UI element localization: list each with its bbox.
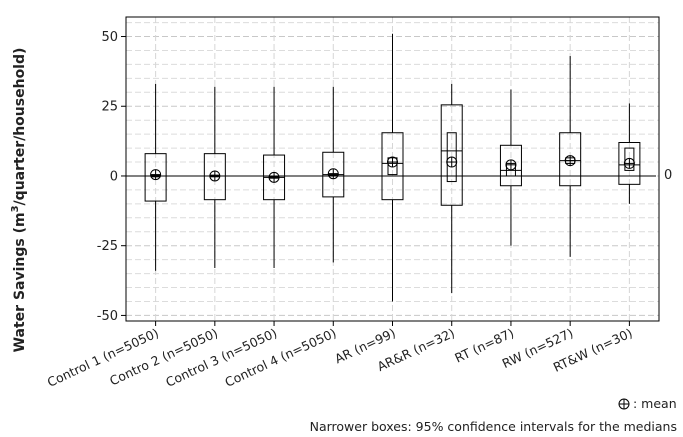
y-tick-label: 0	[110, 169, 118, 184]
median-ci-box	[446, 132, 457, 183]
box-6	[499, 89, 522, 246]
y-tick-label: -50	[97, 309, 118, 324]
y-axis-title-main: Water Savings (m	[12, 212, 28, 352]
iqr-box	[499, 144, 522, 187]
median-ci-box	[624, 147, 635, 171]
reference-line-label: 0	[664, 168, 672, 183]
y-axis-title-superscript: 3	[10, 205, 21, 212]
x-tick-label: Control 4 (n=5050)	[223, 325, 339, 390]
y-tick-label: -25	[97, 239, 118, 254]
mean-legend: : mean	[618, 396, 677, 411]
y-axis-title-rest: /quarter/household)	[12, 48, 28, 206]
y-axis-title: Water Savings (m3/quarter/household)	[10, 48, 28, 353]
x-axis: Control 1 (n=5050)Contro 2 (n=5050)Contr…	[45, 321, 635, 390]
iqr-box	[440, 104, 463, 206]
y-tick-label: 25	[101, 100, 118, 115]
mean-legend-label: : mean	[633, 396, 677, 411]
ci-note: Narrower boxes: 95% confidence intervals…	[310, 419, 677, 434]
box-3	[322, 86, 345, 263]
iqr-box	[381, 132, 404, 201]
iqr-box	[559, 132, 582, 187]
iqr-box	[203, 153, 226, 201]
box-layer	[144, 33, 641, 302]
iqr-box	[144, 153, 167, 202]
box-4	[381, 33, 404, 302]
box-1	[203, 86, 226, 269]
box-0	[144, 83, 167, 271]
box-7	[559, 56, 582, 257]
box-5	[440, 83, 463, 294]
box-2	[263, 86, 286, 269]
iqr-box	[618, 142, 641, 185]
box-8	[618, 103, 641, 204]
y-axis: -50 -25 0 25 50	[97, 30, 126, 324]
y-tick-label: 50	[101, 30, 118, 45]
